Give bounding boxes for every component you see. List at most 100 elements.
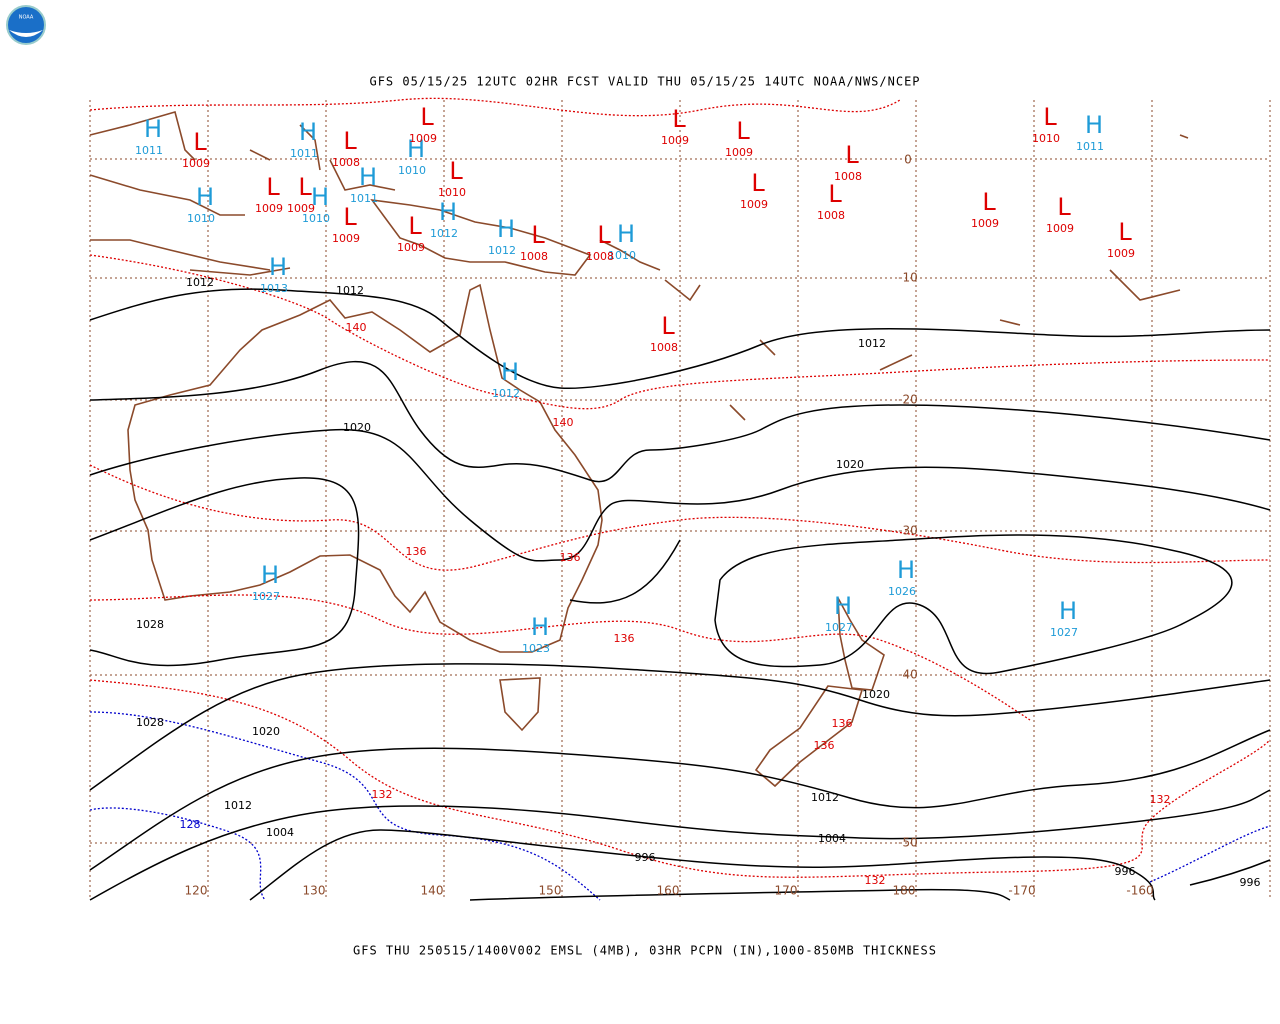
thickness-label: 136 [406,545,427,558]
thickness-label: 140 [346,321,367,334]
isobar-label: 1012 [858,337,886,350]
latitude-label: -20 [898,393,918,407]
high-symbol: H [834,592,852,620]
isobar [714,534,1233,675]
coastlines [89,111,1189,788]
isobar-label: 1020 [836,458,864,471]
high-symbol: H [1085,111,1103,139]
thickness-label: 128 [180,818,201,831]
low-pressure: 1009 [740,198,768,211]
low-pressure: 1009 [1107,247,1135,260]
low-pressure: 1009 [397,241,425,254]
high-symbol: H [144,115,162,143]
logo-wave [9,30,43,37]
high-symbol: H [497,215,515,243]
isobar-label: 1004 [818,832,846,845]
thickness-label: 136 [560,551,581,564]
high-pressure: 1011 [1076,140,1104,153]
high-symbol: H [196,183,214,211]
thickness-label: 136 [614,632,635,645]
high-symbol: H [359,163,377,191]
thickness-contours [89,97,1271,901]
isobar-label: 996 [635,851,656,864]
thickness-line [89,679,1271,878]
longitude-label: 130 [303,884,326,898]
noaa-logo: NOAA [6,5,46,45]
low-pressure: 1009 [255,202,283,215]
tasmania [499,677,541,732]
low-symbol: L [661,312,675,340]
low-symbol: L [1043,103,1057,131]
high-symbol: H [269,253,287,281]
logo-text: NOAA [19,15,34,21]
isobar-label: 1020 [343,421,371,434]
isobar-label: 1028 [136,618,164,631]
high-pressure: 1013 [260,282,288,295]
high-pressure: 1010 [302,212,330,225]
isobar-label: 1020 [252,725,280,738]
isobars [89,288,1271,901]
high-symbol: H [407,135,425,163]
thickness-line [89,464,1271,571]
latitude-label: 0 [904,153,912,167]
longitude-label: 140 [421,884,444,898]
latitude-label: -30 [898,524,918,538]
low-symbol: L [298,173,312,201]
longitude-label: 160 [657,884,680,898]
low-symbol: L [408,212,422,240]
low-symbol: L [193,128,207,156]
high-pressure: 1012 [488,244,516,257]
high-symbol: H [1059,597,1077,625]
high-pressure: 1011 [290,147,318,160]
isobar-label: 996 [1115,865,1136,878]
high-symbol: H [531,613,549,641]
low-pressure: 1009 [287,202,315,215]
high-symbol: H [261,561,279,589]
high-symbol: H [501,358,519,386]
low-pressure: 1009 [182,157,210,170]
high-pressure: 1027 [1050,626,1078,639]
high-pressure: 1010 [187,212,215,225]
low-pressure: 1009 [725,146,753,159]
high-pressure: 1027 [825,621,853,634]
graticule [89,100,1271,900]
isobar-label: 1012 [186,276,214,289]
latitude-label: -50 [898,836,918,850]
low-pressure: 1009 [1046,222,1074,235]
high-pressure: 1012 [430,227,458,240]
low-symbol: L [343,203,357,231]
low-pressure: 1008 [650,341,678,354]
low-pressure: 1008 [520,250,548,263]
isobar-label: 1012 [336,284,364,297]
high-symbol: H [897,556,915,584]
low-symbol: L [1118,218,1132,246]
longitude-label: 120 [185,884,208,898]
low-pressure: 1009 [971,217,999,230]
map-title: GFS 05/15/25 12UTC 02HR FCST VALID THU 0… [369,75,920,89]
isobar [89,288,1271,390]
map-caption: GFS THU 250515/1400V002 EMSL (4MB), 03HR… [353,944,937,958]
latitude-label: -40 [898,668,918,682]
new-zealand-north [837,597,885,691]
high-symbol: H [299,118,317,146]
low-pressure: 1009 [332,232,360,245]
thickness-line [89,97,901,117]
isobar-label: 1020 [862,688,890,701]
low-pressure: 1010 [1032,132,1060,145]
logo-circle [6,5,46,45]
maritime-islands [89,111,1189,421]
isobar [569,539,681,604]
thickness-label: 136 [832,717,853,730]
low-pressure: 1010 [438,186,466,199]
low-symbol: L [420,103,434,131]
low-pressure: 1008 [332,156,360,169]
low-pressure: 1008 [817,209,845,222]
new-zealand-south [754,685,864,788]
new-guinea [370,198,592,276]
longitude-label: -160 [1126,884,1153,898]
isobar [89,729,1271,871]
precip-line [1149,825,1271,883]
high-pressure: 1026 [888,585,916,598]
low-symbol: L [736,117,750,145]
